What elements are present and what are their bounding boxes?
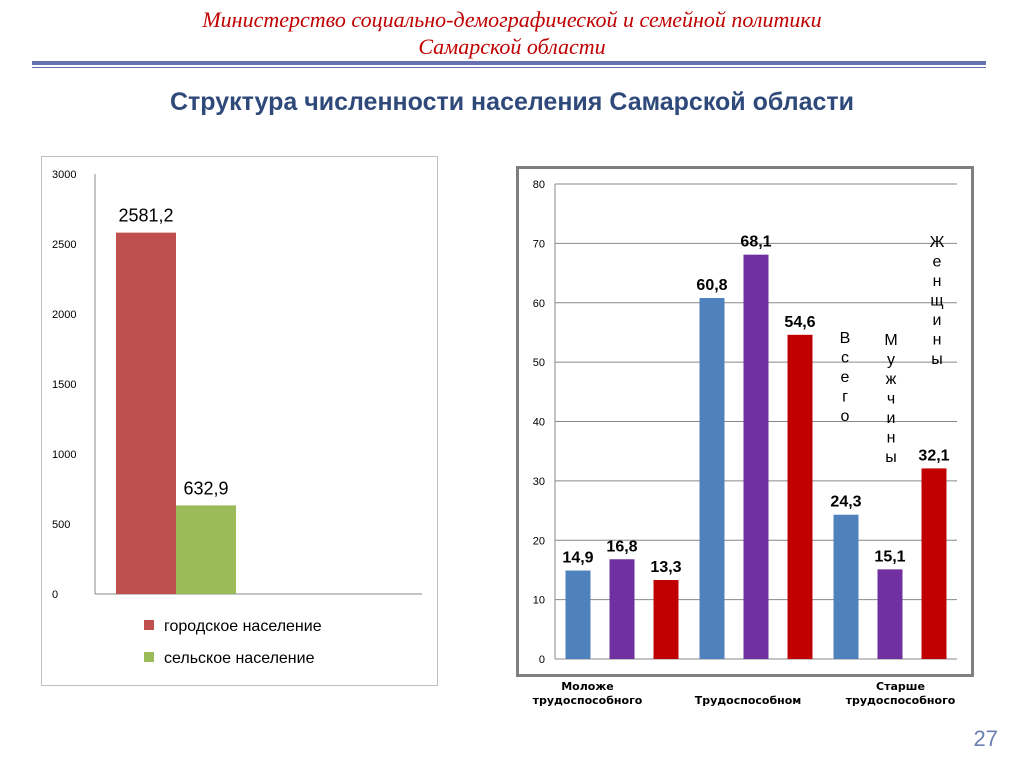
- bar-0-0: [565, 570, 591, 659]
- bar-1-1: [743, 254, 769, 659]
- bar-0-2: [653, 580, 679, 659]
- y-tick-label: 40: [533, 417, 545, 429]
- y-tick-label: 0: [52, 589, 58, 601]
- chart-age-groups: 0 10 20 30 40 50 60 70 80 14,9 16,8 13,3 60,8 68,1 54,…: [533, 179, 957, 666]
- data-label: 632,9: [183, 478, 228, 498]
- y-tick-label: 1000: [52, 449, 76, 461]
- chart-panel-urban-rural: 0 500 1000 1500 2000 2500 3000 2581,2 632,9 город…: [41, 156, 438, 686]
- y-tick-label: 50: [533, 357, 545, 369]
- bar-rural: [176, 505, 236, 594]
- bar-2-1: [877, 569, 903, 659]
- header-divider: [32, 61, 986, 65]
- y-tick-label: 70: [533, 238, 545, 250]
- category-label-younger: Моложе трудоспособного: [532, 680, 643, 707]
- y-tick-label: 0: [539, 654, 545, 666]
- bar-1-2: [787, 334, 813, 659]
- data-label: 2581,2: [118, 206, 173, 226]
- data-label: 54,6: [784, 314, 815, 331]
- data-label: 60,8: [696, 277, 727, 294]
- data-label: 15,1: [874, 548, 905, 565]
- data-label: 68,1: [740, 234, 771, 251]
- data-label: 13,3: [650, 559, 681, 576]
- y-tick-label: 2000: [52, 309, 76, 321]
- bar-2-2: [921, 468, 947, 659]
- chart-panel-age-groups: 0 10 20 30 40 50 60 70 80 14,9 16,8 13,3 60,8 68,1 54,…: [516, 166, 974, 677]
- y-tick-label: 2500: [52, 239, 76, 251]
- y-tick-label: 80: [533, 179, 545, 191]
- y-tick-label: 60: [533, 298, 545, 310]
- legend-label: городское население: [164, 618, 322, 635]
- bar-0-1: [609, 559, 635, 659]
- ministry-header-line2: Самарской области: [418, 34, 606, 59]
- page-number: 27: [973, 726, 998, 751]
- category-label-older: Старше трудоспособного: [845, 680, 956, 707]
- y-tick-label: 20: [533, 535, 545, 547]
- header-divider-thin: [32, 67, 986, 68]
- data-label: 24,3: [830, 494, 861, 511]
- ministry-header-line1: Министерство социально-демографической и…: [202, 7, 822, 32]
- data-label: 14,9: [562, 550, 593, 567]
- y-tick-label: 1500: [52, 379, 76, 391]
- y-tick-label: 500: [52, 519, 70, 531]
- y-tick-label: 10: [533, 595, 545, 607]
- bar-urban: [116, 232, 176, 594]
- y-tick-label: 30: [533, 476, 545, 488]
- bar-1-0: [699, 298, 725, 659]
- slide-title: Структура численности населения Самарско…: [170, 88, 854, 116]
- y-tick-label: 3000: [52, 169, 76, 181]
- ministry-header: Министерство социально-демографической и…: [0, 6, 1024, 60]
- legend-label: сельское население: [164, 650, 315, 667]
- legend-swatch: [144, 620, 154, 630]
- legend-swatch: [144, 652, 154, 662]
- data-label: 16,8: [606, 538, 637, 555]
- bar-2-0: [833, 514, 859, 659]
- category-label-working: Трудоспособном: [694, 694, 802, 707]
- data-label: 32,1: [918, 447, 949, 464]
- chart-urban-rural: 0 500 1000 1500 2000 2500 3000 2581,2 632,9 город…: [52, 169, 422, 667]
